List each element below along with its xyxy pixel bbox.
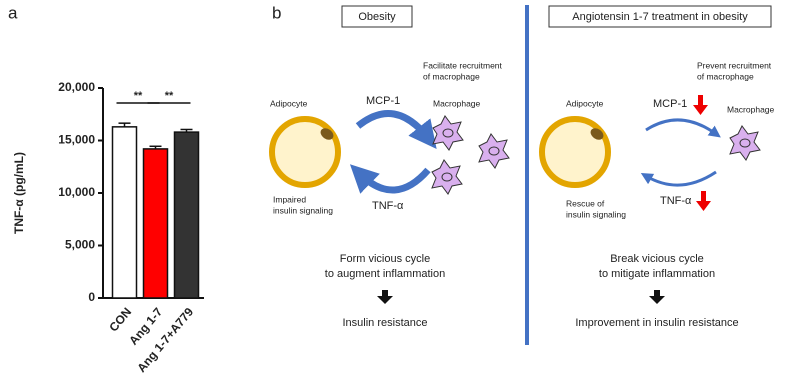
arrow [645, 118, 721, 138]
label: Macrophage [433, 98, 481, 108]
down-arrow [693, 95, 708, 115]
bar [142, 148, 169, 299]
y-tick-label: 0 [88, 290, 95, 304]
panel-title: Angiotensin 1-7 treatment in obesity [572, 11, 748, 23]
bar [111, 126, 138, 299]
label: to augment inflammation [325, 268, 445, 280]
label: Impaired [273, 194, 306, 204]
label: of macrophage [423, 71, 480, 81]
title-box [341, 5, 413, 28]
adipocyte [269, 116, 341, 188]
label: TNF-α [660, 195, 692, 207]
label: Rescue of [566, 198, 605, 208]
nucleus [590, 128, 604, 140]
bar [173, 131, 200, 299]
significance-label: ** [134, 90, 143, 102]
label: TNF-α [372, 200, 404, 212]
y-tick-label: 10,000 [58, 185, 95, 199]
down-arrow [377, 290, 393, 304]
label: Form vicious cycle [340, 253, 430, 265]
y-tick-label: 15,000 [58, 133, 95, 147]
panel-label: a [8, 3, 18, 22]
label: insulin signaling [566, 209, 626, 219]
label: Insulin resistance [343, 317, 428, 329]
x-tick-label: CON [106, 305, 134, 334]
label: to mitigate inflammation [599, 268, 715, 280]
label: Adipocyte [566, 98, 604, 108]
label: Macrophage [727, 104, 775, 114]
label: Facilitate recruitment [423, 60, 503, 70]
arrow [355, 110, 437, 150]
down-arrow [696, 191, 711, 211]
label: MCP-1 [653, 98, 687, 110]
macrophage-icon [729, 125, 761, 161]
label: of macrophage [697, 71, 754, 81]
panel-title: Obesity [358, 11, 396, 23]
y-axis-label: TNF-α (pg/mL) [12, 152, 26, 234]
macrophage-icon [431, 159, 463, 195]
macrophage-icon [478, 133, 510, 169]
y-tick-label: 5,000 [65, 238, 95, 252]
macrophage-icon [432, 115, 464, 151]
adipocyte [539, 116, 611, 188]
arrow [349, 164, 431, 194]
label: insulin signaling [273, 205, 333, 215]
significance-label: ** [165, 90, 174, 102]
nucleus [320, 128, 334, 140]
label: Break vicious cycle [610, 253, 704, 265]
label: Prevent recruitment [697, 60, 772, 70]
down-arrow [649, 290, 665, 304]
label: Adipocyte [270, 98, 308, 108]
arrow [640, 170, 717, 187]
title-box [548, 5, 772, 28]
panel-label: b [272, 3, 281, 22]
y-tick-label: 20,000 [58, 80, 95, 94]
label: Improvement in insulin resistance [575, 317, 738, 329]
x-tick-label: Ang 1-7+A779 [134, 305, 196, 375]
label: MCP-1 [366, 95, 400, 107]
